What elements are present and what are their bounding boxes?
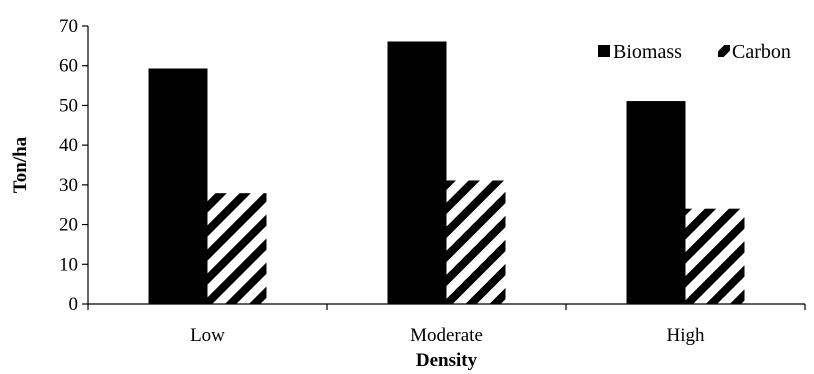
x-tick-label: High xyxy=(667,325,706,346)
y-tick-label: 60 xyxy=(59,56,78,77)
y-tick-label: 40 xyxy=(59,135,78,156)
legend-swatch-biomass xyxy=(598,45,610,57)
y-axis-ticks: 0 10 20 30 40 50 60 70 xyxy=(59,16,88,315)
x-tick-label: Low xyxy=(190,325,225,346)
legend: Biomass Carbon xyxy=(598,41,791,63)
bar-biomass-high xyxy=(626,101,686,304)
x-axis-title: Density xyxy=(416,350,478,371)
y-tick-label: 30 xyxy=(59,175,78,196)
legend-label-carbon: Carbon xyxy=(732,41,791,63)
plot-area xyxy=(148,41,745,304)
y-tick-label: 70 xyxy=(59,16,78,37)
x-tick-label: Moderate xyxy=(410,325,483,346)
bar-biomass-low xyxy=(148,68,208,304)
y-tick-label: 20 xyxy=(59,215,78,236)
x-axis-ticks: Low Moderate High xyxy=(87,304,806,346)
y-tick-label: 50 xyxy=(59,95,78,116)
y-tick-label: 0 xyxy=(69,294,79,315)
legend-label-biomass: Biomass xyxy=(613,41,682,63)
legend-swatch-carbon xyxy=(718,45,730,57)
bar-carbon-low xyxy=(207,193,267,304)
bar-carbon-high xyxy=(685,208,745,304)
bar-biomass-moderate xyxy=(387,41,447,304)
y-axis-title: Ton/ha xyxy=(10,136,31,193)
y-tick-label: 10 xyxy=(59,254,78,275)
bar-carbon-moderate xyxy=(446,180,506,304)
